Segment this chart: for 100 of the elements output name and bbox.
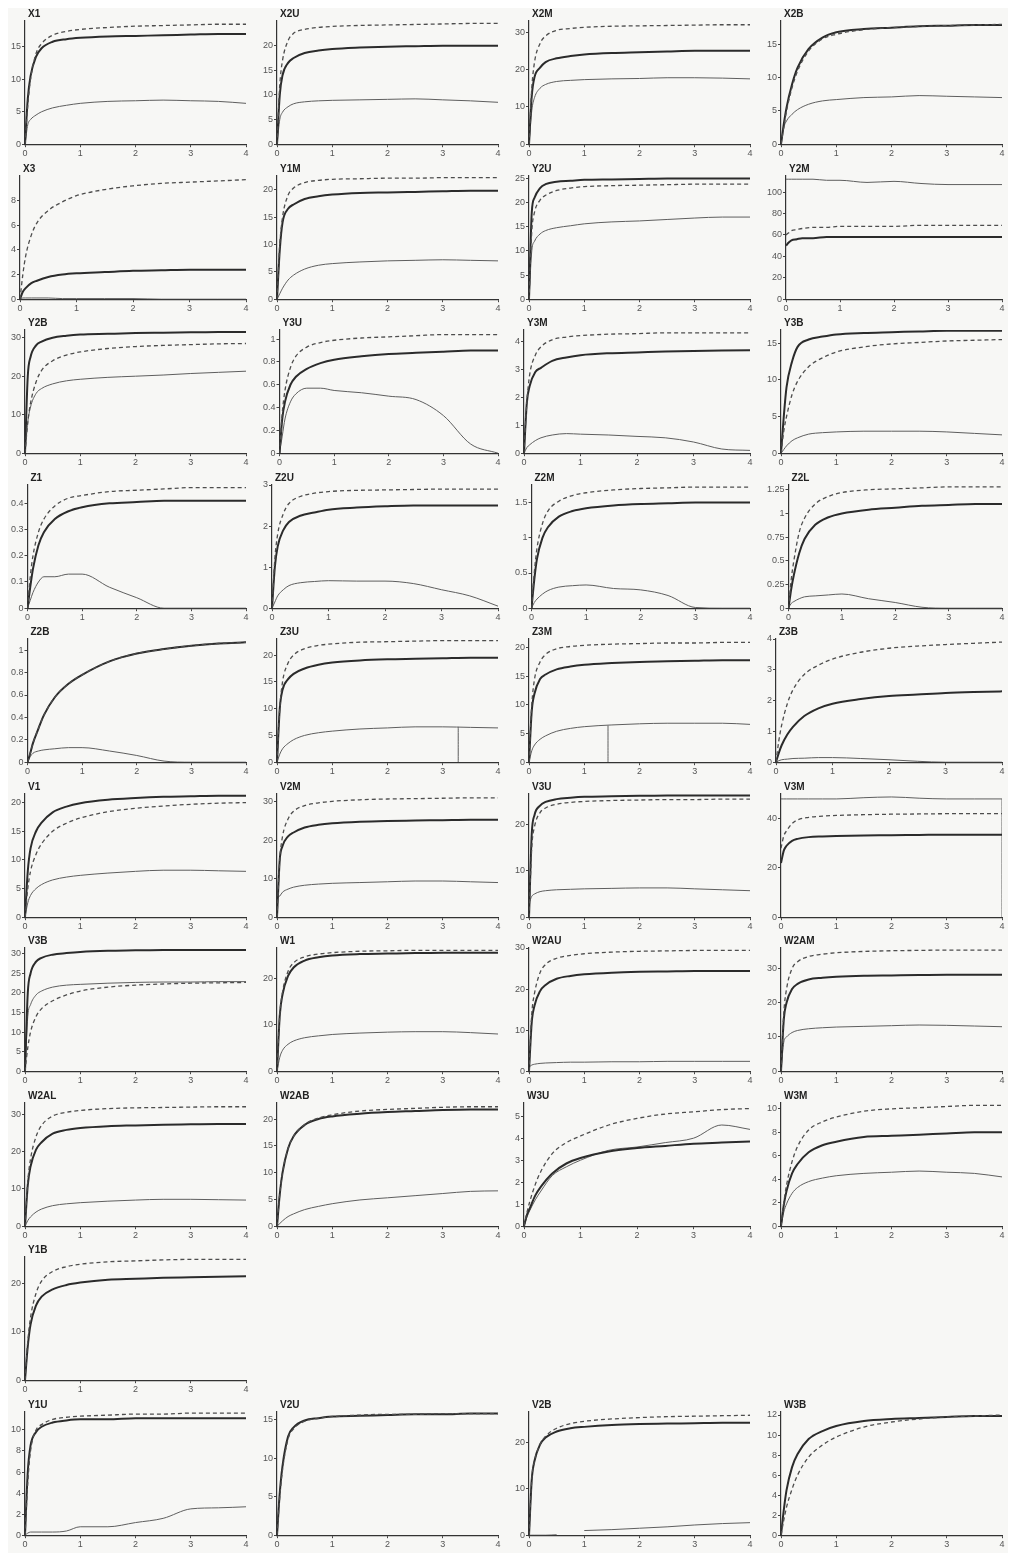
y-tick-label: 40 <box>767 812 778 823</box>
x-tick-label: 4 <box>999 766 1005 777</box>
y-tick-label: 0.25 <box>766 578 785 589</box>
x-tick-label: 4 <box>495 920 501 931</box>
x-tick-label: 2 <box>637 148 643 159</box>
x-tick-label: 3 <box>944 1075 950 1086</box>
y-tick-label: 0 <box>16 1529 22 1540</box>
y-tick-label: 10 <box>263 1166 274 1177</box>
x-tick-label: 4 <box>747 1229 753 1240</box>
y-tick-label: 2 <box>514 1176 521 1187</box>
y-tick-label: 20 <box>515 64 526 75</box>
y-tick-label: 0 <box>514 447 521 458</box>
y-tick-label: 0 <box>772 1220 778 1231</box>
y-tick-label: 30 <box>11 332 22 343</box>
x-tick-label: 4 <box>243 611 249 622</box>
x-tick-label: 2 <box>133 148 139 159</box>
chart-title: Z2B <box>30 625 50 637</box>
chart-title: W3U <box>527 1089 550 1101</box>
x-tick-label: 0 <box>786 611 792 622</box>
x-tick-label: 4 <box>747 1075 753 1086</box>
x-tick-label: 4 <box>747 611 753 622</box>
y-tick-label: 0.4 <box>11 711 24 722</box>
y-tick-label: 6 <box>772 1149 778 1160</box>
y-tick-label: 15 <box>11 41 22 52</box>
x-tick-label: 4 <box>495 148 501 159</box>
x-tick-label: 2 <box>130 302 136 313</box>
y-tick-label: 0 <box>772 1065 778 1076</box>
chart-title: V3U <box>532 780 552 792</box>
y-tick-label: 10 <box>767 374 778 385</box>
x-tick-label: 2 <box>386 457 392 468</box>
x-tick-label: 3 <box>440 1229 446 1240</box>
y-tick-label: 20 <box>11 987 22 998</box>
x-tick-label: 3 <box>692 1075 698 1086</box>
y-tick-label: 10 <box>11 853 22 864</box>
y-tick-label: 20 <box>515 196 526 207</box>
y-tick-label: 0 <box>520 1065 526 1076</box>
chart-title: Y3M <box>527 316 548 328</box>
y-tick-label: 0 <box>514 1220 521 1231</box>
x-tick-label: 2 <box>134 766 140 777</box>
x-tick-label: 4 <box>495 1538 501 1549</box>
y-tick-label: 8 <box>772 1126 778 1137</box>
x-tick-label: 2 <box>133 1075 139 1086</box>
x-tick-label: 3 <box>692 302 698 313</box>
chart-title: Y3B <box>784 316 804 328</box>
x-tick-label: 3 <box>692 766 698 777</box>
x-tick-label: 3 <box>692 1538 698 1549</box>
x-tick-label: 2 <box>886 766 892 777</box>
x-tick-label: 3 <box>692 920 698 931</box>
y-tick-label: 0 <box>268 1529 274 1540</box>
y-tick-label: 0.8 <box>263 356 276 367</box>
y-tick-label: 3 <box>514 1154 521 1165</box>
y-tick-label: 2 <box>772 1196 778 1207</box>
y-tick-label: 5 <box>772 411 778 422</box>
y-tick-label: 0 <box>777 293 783 304</box>
y-tick-label: 20 <box>11 370 22 381</box>
chart-title: Y1M <box>280 162 301 174</box>
y-tick-label: 0 <box>520 756 526 767</box>
y-tick-label: 5 <box>16 106 22 117</box>
y-tick-label: 20 <box>263 972 274 983</box>
y-tick-label: 2 <box>514 391 521 402</box>
y-tick-label: 2 <box>262 520 269 531</box>
chart-title: Z1 <box>30 471 43 483</box>
x-tick-label: 1 <box>79 766 85 777</box>
x-tick-label: 1 <box>581 1538 587 1549</box>
chart-title: Y1B <box>28 1243 48 1255</box>
chart-title: X2M <box>532 7 553 19</box>
x-tick-label: 4 <box>999 148 1005 159</box>
x-tick-label: 1 <box>77 920 83 931</box>
x-tick-label: 4 <box>495 1075 501 1086</box>
x-tick-label: 0 <box>529 611 535 622</box>
y-tick-label: 5 <box>520 269 526 280</box>
x-tick-label: 2 <box>889 1229 895 1240</box>
x-tick-label: 1 <box>583 611 589 622</box>
y-tick-label: 1 <box>18 644 24 655</box>
y-tick-label: 15 <box>515 670 526 681</box>
x-tick-label: 2 <box>385 148 391 159</box>
y-tick-label: 0 <box>779 602 785 613</box>
y-tick-label: 15 <box>263 1413 274 1424</box>
x-tick-label: 2 <box>889 457 895 468</box>
chart-title: Y2U <box>532 162 552 174</box>
x-tick-label: 4 <box>999 457 1005 468</box>
y-tick-label: 1 <box>514 1198 521 1209</box>
y-tick-label: 15 <box>263 64 274 75</box>
y-tick-label: 3 <box>262 478 269 489</box>
y-tick-label: 3 <box>766 664 773 675</box>
chart-title: X2B <box>784 7 804 19</box>
x-tick-label: 1 <box>578 1229 584 1240</box>
y-tick-label: 4 <box>10 243 17 254</box>
chart-title: X3 <box>23 162 36 174</box>
y-tick-label: 1 <box>522 531 528 542</box>
x-tick-label: 2 <box>385 766 391 777</box>
x-tick-label: 3 <box>188 1075 194 1086</box>
chart-title: Y2B <box>28 316 48 328</box>
y-tick-label: 30 <box>515 26 526 37</box>
y-tick-label: 10 <box>11 1026 22 1037</box>
y-tick-label: 8 <box>16 1444 22 1455</box>
y-tick-label: 30 <box>515 942 526 953</box>
y-tick-label: 5 <box>520 728 526 739</box>
y-tick-label: 25 <box>515 172 526 183</box>
x-tick-label: 4 <box>747 302 753 313</box>
